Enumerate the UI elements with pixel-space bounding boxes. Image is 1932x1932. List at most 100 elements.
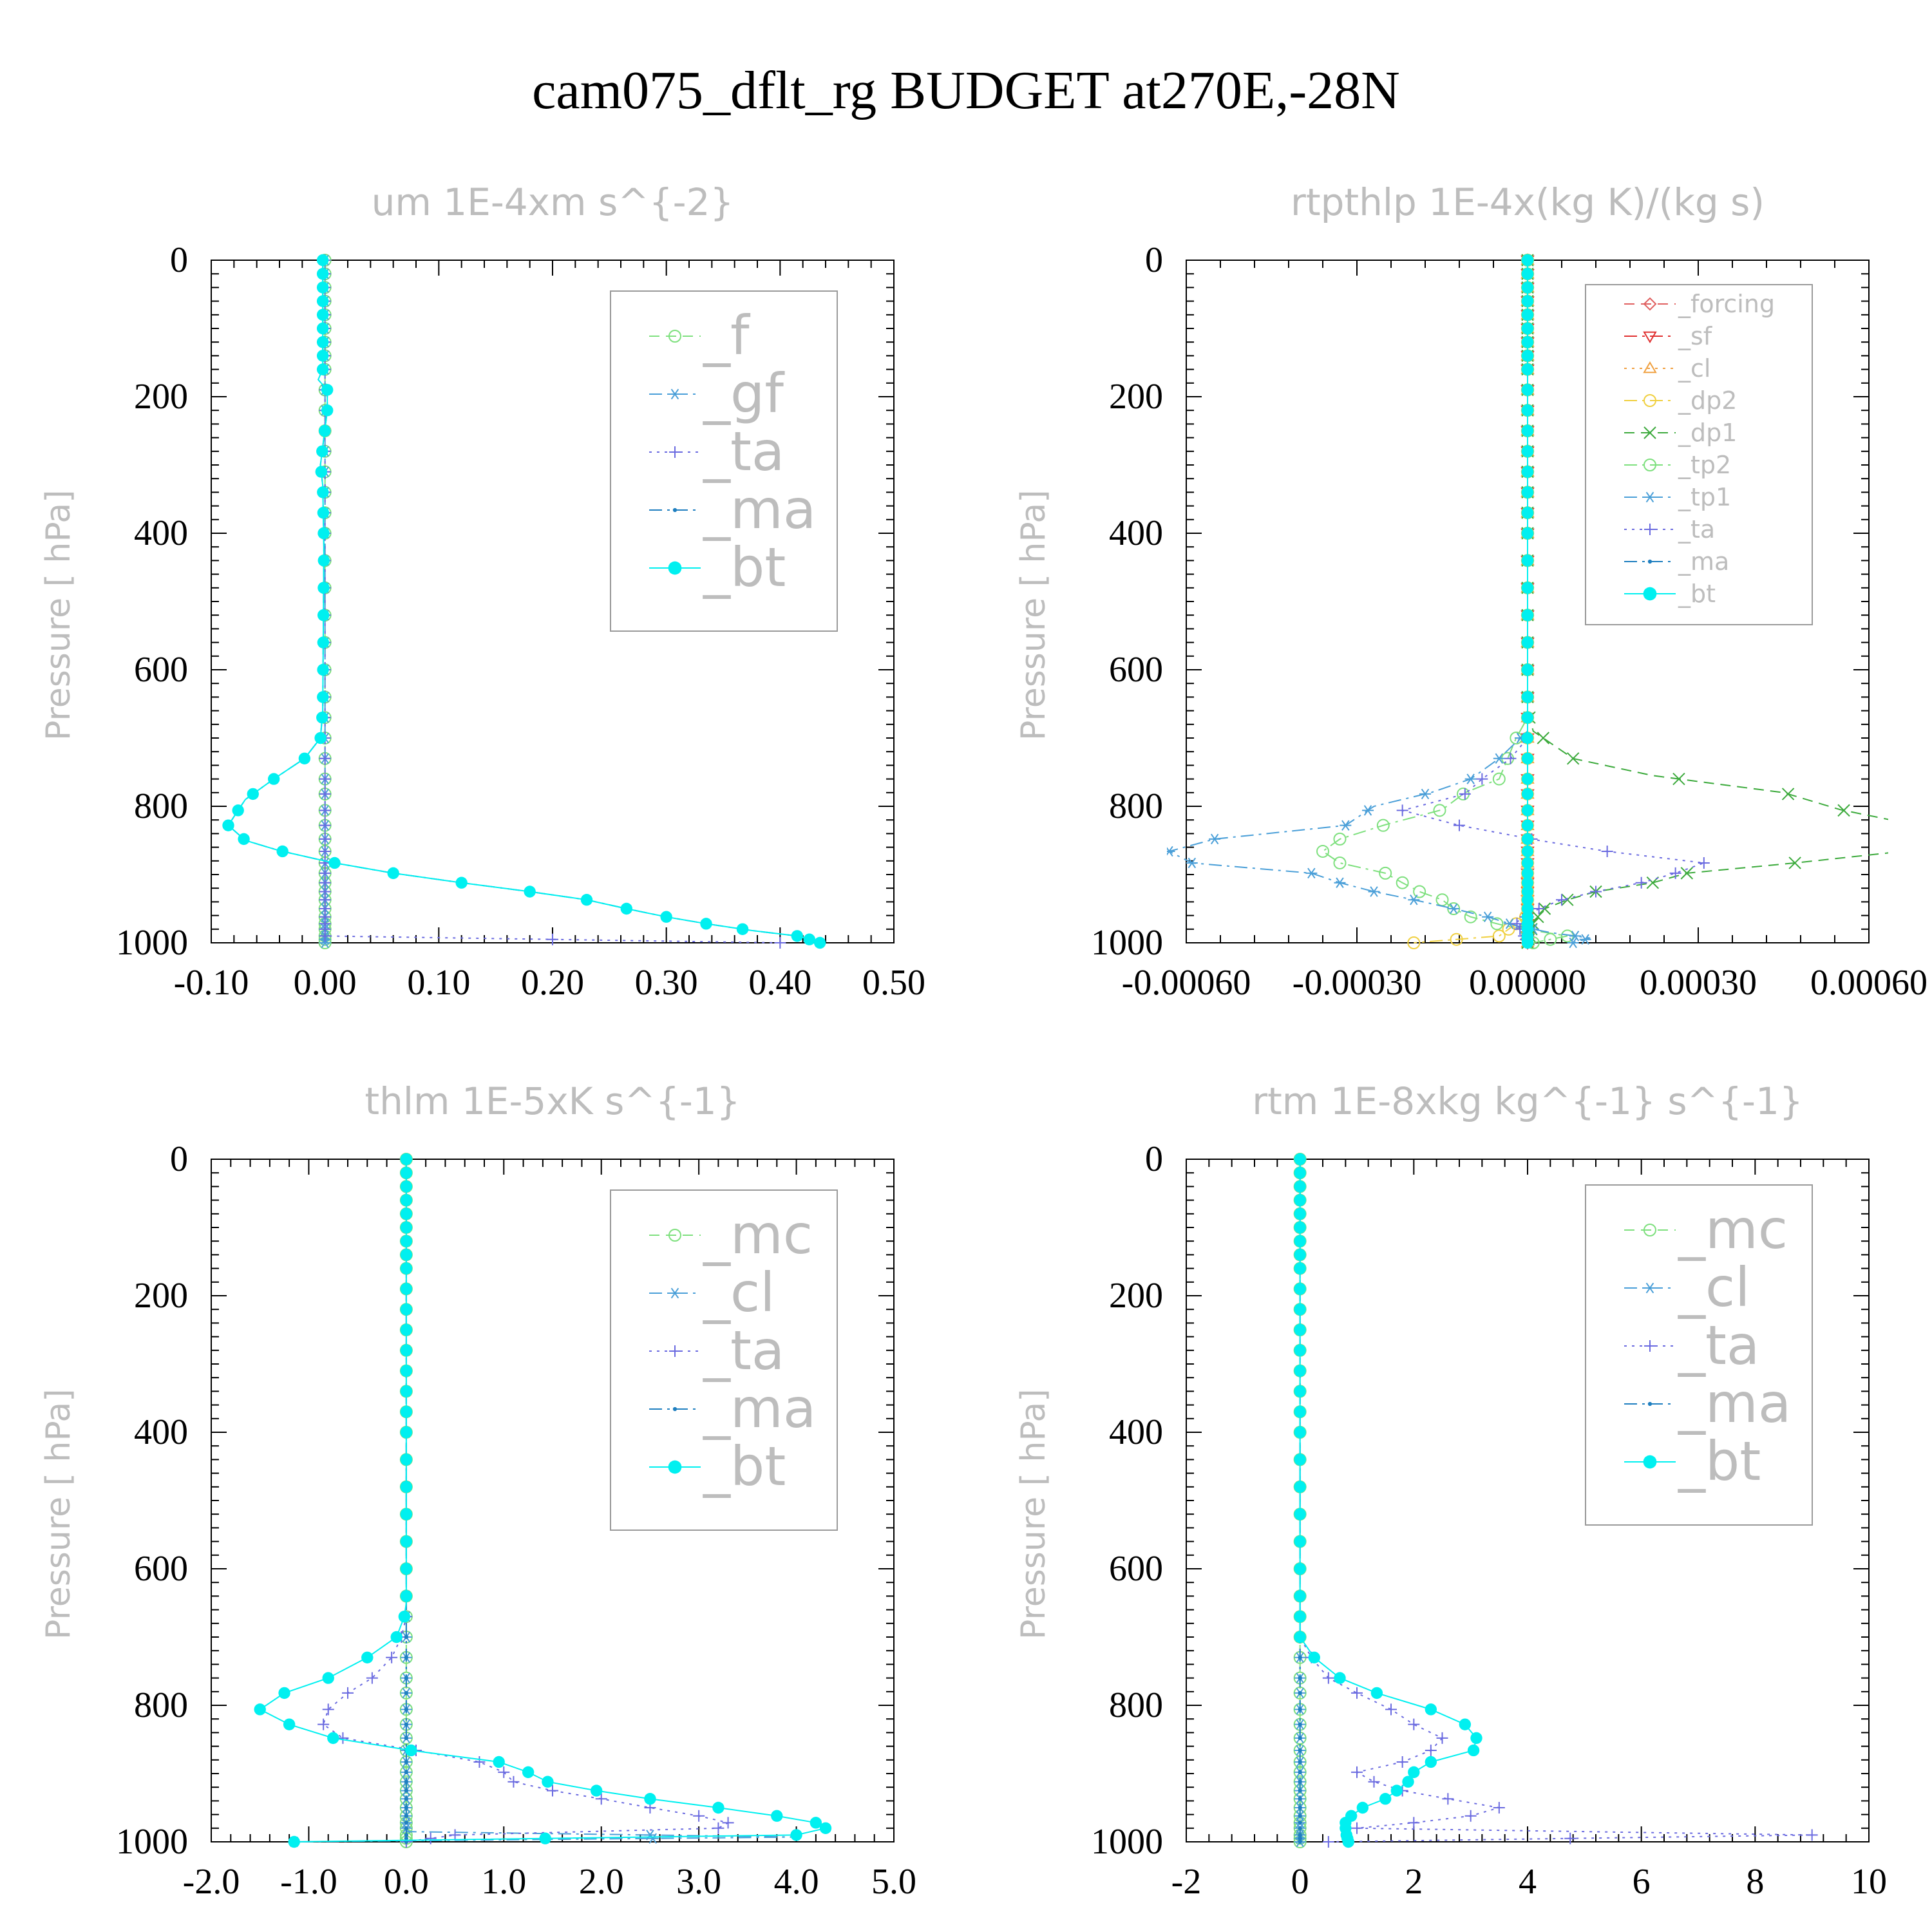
series-marker: [712, 1822, 724, 1834]
series-marker: [473, 1756, 486, 1768]
series-marker: [298, 752, 311, 765]
series-line: [1299, 1159, 1812, 1842]
series-marker: [1294, 1221, 1306, 1234]
series-marker: [1298, 1736, 1302, 1741]
series-marker: [319, 752, 331, 764]
series-marker: [1521, 857, 1534, 869]
legend-label: _tp1: [1678, 483, 1731, 511]
legend-swatch-marker: [672, 1406, 677, 1412]
y-tick-label: 800: [134, 1685, 188, 1725]
series-marker: [316, 308, 329, 321]
series-marker: [400, 1153, 413, 1166]
legend-swatch-marker: [668, 1460, 682, 1474]
series-marker: [1698, 857, 1710, 869]
series-marker: [1294, 1180, 1306, 1193]
series-marker: [322, 1703, 334, 1716]
series-marker: [1482, 911, 1494, 922]
y-tick-label: 0: [1145, 240, 1163, 280]
series-marker: [493, 1756, 505, 1768]
series-marker: [1492, 772, 1506, 786]
series-marker: [1448, 903, 1460, 914]
series-marker: [1564, 1832, 1577, 1844]
series-marker: [319, 773, 331, 785]
series-marker: [1316, 844, 1329, 858]
series-marker: [317, 486, 329, 498]
series-marker: [316, 254, 329, 267]
legend-label: _bt: [1678, 580, 1716, 608]
series-marker: [390, 1631, 402, 1643]
series-marker: [319, 845, 331, 857]
series-marker: [1521, 867, 1534, 880]
series-marker: [1294, 1365, 1306, 1377]
series-marker: [791, 930, 804, 942]
y-tick-label: 1000: [1091, 1822, 1163, 1862]
x-tick-label: 0.00: [294, 963, 357, 1003]
series-marker: [222, 819, 234, 831]
series-marker: [1294, 1194, 1306, 1206]
series-marker: [1294, 1283, 1306, 1295]
series-marker: [1298, 1655, 1302, 1660]
series-marker: [1521, 691, 1534, 703]
series-marker: [1521, 466, 1534, 478]
y-tick-label: 1000: [116, 1822, 188, 1862]
y-tick-label: 800: [1109, 1685, 1163, 1725]
series-marker: [1298, 1748, 1302, 1753]
series-marker: [1837, 804, 1850, 817]
legend-swatch-marker: [1644, 1282, 1656, 1294]
x-tick-label: 0.00060: [1810, 963, 1927, 1003]
series-marker: [1376, 819, 1390, 832]
series-marker: [1521, 819, 1534, 831]
series-marker: [547, 1785, 558, 1797]
x-tick-label: 0.10: [407, 963, 470, 1003]
series-marker: [1521, 663, 1534, 676]
series-marker: [660, 911, 672, 923]
series-marker: [542, 1776, 554, 1788]
series-marker: [1385, 1703, 1397, 1716]
x-tick-label: 5.0: [871, 1862, 916, 1902]
series-marker: [1356, 1801, 1369, 1814]
legend-label: _cl: [1678, 354, 1710, 383]
series-marker: [1294, 1249, 1306, 1261]
series-marker: [321, 404, 334, 417]
series-marker: [790, 1829, 802, 1841]
legend-entry: _ma: [649, 478, 816, 541]
series-marker: [1408, 1817, 1420, 1829]
series-marker: [316, 336, 329, 348]
series-marker: [1294, 1454, 1306, 1466]
legend-label: _f: [703, 304, 751, 367]
chart-panel-2: rtpthlp 1E-4x(kg K)/(kg s) Pressure [ hPa…: [1014, 180, 1927, 1003]
series-marker: [1531, 911, 1544, 923]
series-marker: [398, 1611, 411, 1623]
legend-swatch-marker: [1647, 559, 1653, 564]
series-bt: [222, 254, 826, 949]
series-marker: [1298, 1814, 1302, 1818]
chart-panel-3: thlm 1E-5xK s^{-1} Pressure [ hPa] 0 200 400…: [39, 1079, 916, 1902]
series-marker: [1806, 1829, 1818, 1841]
series-marker: [1425, 1744, 1437, 1756]
series-marker: [803, 933, 815, 945]
series-marker: [316, 445, 328, 457]
legend-entry: _f: [649, 304, 751, 367]
chart-panel-1: um 1E-4xm s^{-2} Pressure [ hPa] 0 200 400 60…: [39, 180, 925, 1003]
legend-swatch-marker: [668, 1229, 681, 1242]
series-marker: [1464, 773, 1477, 784]
series-marker: [1521, 507, 1534, 519]
series-marker: [1298, 1836, 1302, 1841]
series-bt: [1294, 1153, 1482, 1848]
legend-entry: _ta: [649, 420, 784, 483]
series-marker: [1298, 1770, 1302, 1775]
series-marker: [1521, 609, 1534, 621]
series-marker: [400, 1262, 413, 1274]
series-marker: [317, 691, 329, 703]
legend: _mc_cl_ta_ma_bt: [610, 1189, 838, 1531]
series-marker: [317, 609, 330, 621]
series-marker: [319, 788, 331, 800]
series-marker: [319, 930, 331, 942]
series-marker: [1351, 1687, 1363, 1699]
series-marker: [1379, 866, 1392, 880]
legend-swatch-marker: [1643, 1455, 1657, 1469]
series-marker: [524, 886, 536, 898]
series-marker: [317, 507, 330, 519]
series-marker: [327, 1732, 339, 1745]
